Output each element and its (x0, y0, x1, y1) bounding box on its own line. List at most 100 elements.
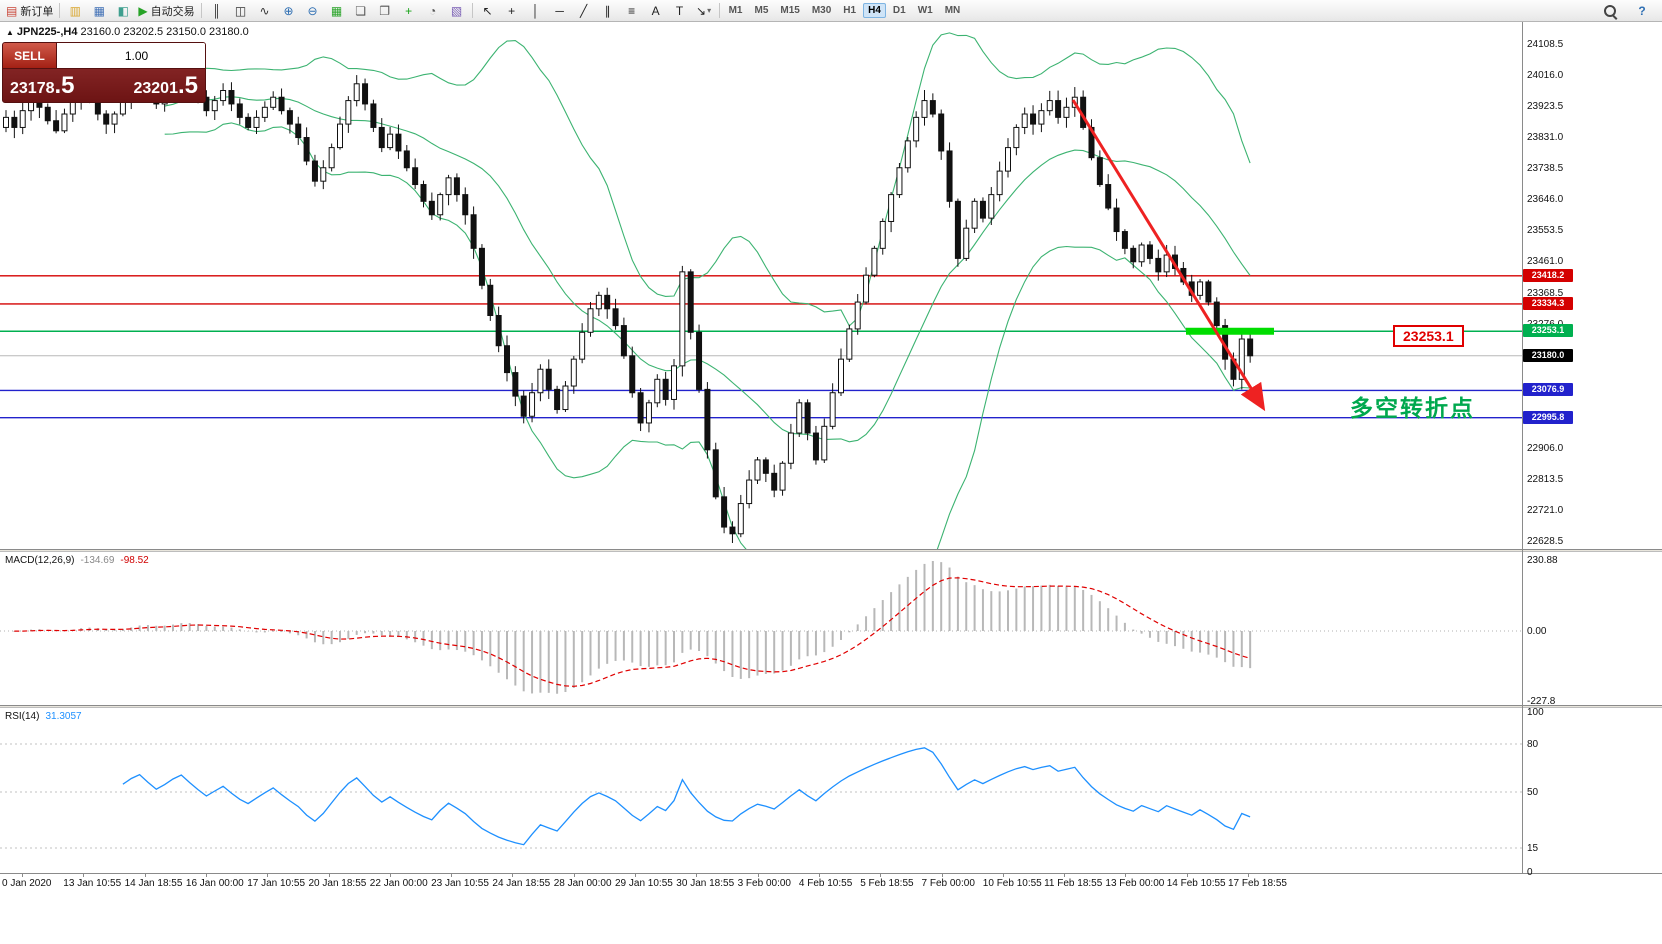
templates-button[interactable]: ▧ (445, 1, 469, 21)
candle-body (771, 472, 778, 491)
timeframe-d1-button[interactable]: D1 (892, 5, 906, 16)
chart-windows-button[interactable]: ▦ (87, 1, 111, 21)
candlestick-chart-button[interactable]: ◫ (229, 1, 253, 21)
price-callout-23253[interactable]: 23253.1 (1393, 325, 1464, 347)
candle-body (737, 503, 744, 535)
timeframe-m1-button[interactable]: M1 (728, 5, 743, 16)
candle-body (604, 294, 611, 310)
candle-body (1030, 113, 1037, 125)
support-highlight-bar[interactable] (1186, 327, 1274, 335)
timeframe-mn-button[interactable]: MN (944, 5, 961, 16)
time-axis-label: 17 Feb 18:55 (1228, 878, 1287, 889)
time-axis-label: 22 Jan 00:00 (369, 878, 428, 889)
strategy-tester-button[interactable]: ◧ (111, 1, 135, 21)
turning-point-annotation[interactable]: 多空转折点 (1350, 395, 1475, 421)
candle-body (938, 113, 945, 152)
time-axis-label: 4 Feb 10:55 (798, 878, 853, 889)
candle-body (1238, 338, 1245, 380)
equidistant-channel-button[interactable]: ∥ (596, 1, 620, 21)
candle-body (1138, 244, 1145, 263)
timeframe-w1-button[interactable]: W1 (917, 5, 933, 16)
arrange-windows-button[interactable]: ❐ (373, 1, 397, 21)
zoom-in-button[interactable]: ⊕ (277, 1, 301, 21)
candle-body (779, 462, 786, 491)
time-axis-label: 13 Feb 00:00 (1105, 878, 1165, 889)
candle-body (1130, 247, 1137, 263)
candle-body (403, 150, 410, 169)
candle-body (587, 308, 594, 333)
candle-body (1105, 184, 1112, 209)
cascade-windows-button[interactable]: ❏ (349, 1, 373, 21)
price-axis-label: 23831.0 (1527, 132, 1564, 144)
candle-body (236, 103, 243, 118)
collapse-triangle-icon[interactable]: ▲ (6, 28, 14, 37)
text-label-button[interactable]: T (668, 1, 692, 21)
fibonacci-retracement-button[interactable]: ≡ (620, 1, 644, 21)
candle-body (579, 331, 586, 360)
price-axis-tag: 23180.0 (1523, 348, 1573, 362)
candle-body (270, 96, 277, 108)
time-axis-label: 0 Jan 2020 (2, 878, 52, 889)
vertical-line-button[interactable]: │ (524, 1, 548, 21)
templates-icon: ▧ (450, 3, 463, 18)
candle-body (470, 214, 477, 249)
help-button[interactable]: ? (1630, 1, 1654, 21)
rsi-indicator-canvas[interactable] (0, 708, 1522, 873)
zoom-out-button[interactable]: ⊖ (301, 1, 325, 21)
candle-body (1155, 257, 1162, 273)
profiles-button[interactable]: ▥ (63, 1, 87, 21)
candle-body (996, 170, 1003, 196)
search-button[interactable] (1598, 1, 1622, 21)
candles-layer (3, 60, 1254, 544)
timeframe-h1-button[interactable]: H1 (843, 5, 857, 16)
downtrend-arrow[interactable] (1071, 99, 1266, 412)
auto-trading-button[interactable]: ▶ 自动交易 (135, 1, 197, 21)
candle-body (1021, 113, 1028, 128)
candle-body (337, 123, 343, 149)
volume-input[interactable] (57, 43, 205, 68)
candle-body (729, 526, 736, 535)
timeframe-m15-button[interactable]: M15 (780, 5, 800, 16)
new-order-button[interactable]: ▤ 新订单 (3, 1, 56, 21)
price-axis-label: 23738.5 (1527, 163, 1564, 175)
macd-axis-label: -227.8 (1527, 695, 1556, 707)
timeframe-m30-button[interactable]: M30 (811, 5, 832, 16)
candle-body (721, 496, 728, 528)
candle-body (1197, 281, 1204, 296)
sell-button[interactable]: SELL (3, 43, 57, 68)
bar-chart-button[interactable]: ║ (205, 1, 229, 21)
candle-body (203, 96, 210, 112)
macd-panel-splitter[interactable] (0, 549, 1662, 552)
crosshair-button[interactable]: + (500, 1, 524, 21)
equidistant-channel-icon: ∥ (604, 3, 611, 18)
timeframe-h4-button[interactable]: H4 (863, 3, 886, 18)
candle-body (286, 110, 293, 125)
line-chart-button[interactable]: ∿ (253, 1, 277, 21)
horizontal-line-button[interactable]: ─ (548, 1, 572, 21)
candle-body (888, 194, 895, 222)
indicators-button[interactable]: + (397, 1, 421, 21)
rsi-panel-splitter[interactable] (0, 705, 1662, 708)
periods-button[interactable]: ◔ (421, 1, 445, 21)
time-axis-label: 28 Jan 00:00 (553, 878, 612, 889)
candle-body (445, 177, 452, 196)
text-button[interactable]: A (644, 1, 668, 21)
price-axis-label: 24108.5 (1527, 39, 1564, 50)
timeframe-m5-button[interactable]: M5 (754, 5, 769, 16)
price-axis-label: 24016.0 (1527, 70, 1564, 82)
time-axis-label: 24 Jan 18:55 (492, 878, 551, 889)
arrow-objects-button[interactable]: ↘ ▾ (692, 1, 716, 21)
tile-windows-button[interactable]: ▦ (325, 1, 349, 21)
candle-body (462, 194, 469, 216)
candle-body (437, 194, 444, 216)
price-axis-tag: 23418.2 (1523, 268, 1573, 282)
rsi-line (122, 747, 1251, 846)
cursor-button[interactable]: ↖ (476, 1, 500, 21)
price-chart-canvas[interactable] (0, 22, 1522, 550)
macd-indicator-canvas[interactable] (0, 552, 1522, 706)
candle-body (1046, 100, 1053, 112)
vertical-line-icon: │ (531, 3, 540, 18)
candle-body (921, 100, 928, 118)
price-axis-label: 22813.5 (1527, 473, 1564, 485)
trendline-button[interactable]: ╱ (572, 1, 596, 21)
